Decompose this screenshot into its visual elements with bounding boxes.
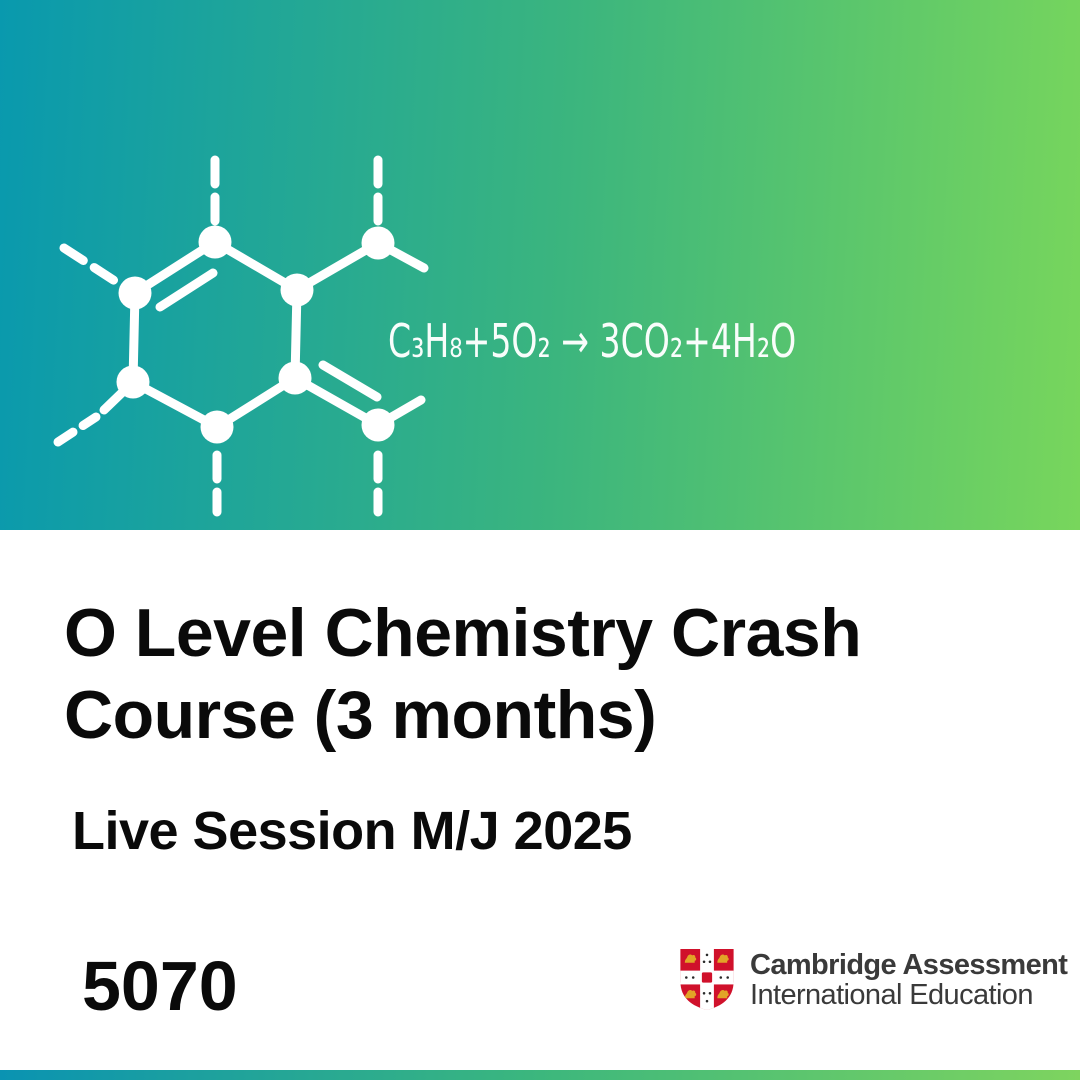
- session-subtitle: Live Session M/J 2025: [72, 801, 632, 861]
- molecule-icon: [53, 155, 429, 517]
- banner-gradient: C₃H₈+5O₂ → 3CO₂+4H₂O: [0, 0, 1080, 530]
- course-title-line1: O Level Chemistry Crash: [64, 595, 862, 671]
- logo-line-2: International Education: [750, 978, 1033, 1011]
- cambridge-logo: Cambridge Assessment International Educa…: [677, 946, 1068, 1013]
- course-title-line2: Course (3 months): [64, 677, 657, 753]
- cambridge-logo-text: Cambridge Assessment International Educa…: [750, 948, 1068, 1011]
- chemical-equation: C₃H₈+5O₂ → 3CO₂+4H₂O: [388, 314, 797, 368]
- logo-line-1: Cambridge Assessment: [750, 948, 1068, 981]
- footer-gradient-strip: [0, 1070, 1080, 1080]
- course-code: 5070: [82, 947, 238, 1025]
- course-title: O Level Chemistry Crash Course (3 months): [64, 592, 862, 756]
- cambridge-shield-icon: [680, 948, 734, 1011]
